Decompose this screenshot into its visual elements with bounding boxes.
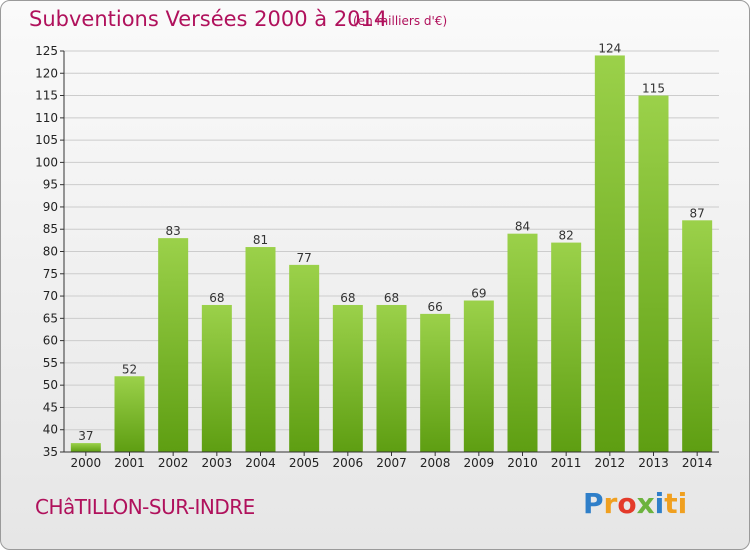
y-tick-label: 110 — [35, 111, 58, 125]
data-label: 68 — [209, 291, 224, 305]
data-label: 84 — [515, 220, 530, 234]
data-label: 68 — [340, 291, 355, 305]
bar — [551, 242, 582, 452]
data-label: 69 — [471, 287, 486, 301]
bar — [463, 300, 494, 452]
x-tick-label: 2008 — [420, 456, 451, 470]
data-label: 68 — [384, 291, 399, 305]
y-tick-label: 115 — [35, 89, 58, 103]
bar — [289, 264, 320, 452]
x-tick-label: 2005 — [289, 456, 320, 470]
y-tick-label: 105 — [35, 133, 58, 147]
data-label: 77 — [297, 251, 312, 265]
x-tick-label: 2004 — [245, 456, 276, 470]
bar — [420, 313, 451, 452]
data-label: 52 — [122, 362, 137, 376]
data-label: 66 — [428, 300, 443, 314]
y-tick-label: 95 — [43, 178, 58, 192]
chart-subtitle: (en milliers d'€) — [353, 14, 448, 28]
bars: 37 52 83 68 81 77 68 68 66 69 84 82 124 115 87 — [70, 41, 713, 453]
data-label: 83 — [166, 224, 181, 238]
y-tick-label: 65 — [43, 311, 58, 325]
axes: 35 40 45 50 55 60 65 70 75 80 85 90 95 100 105 110 115 12… — [35, 44, 719, 470]
bar — [70, 443, 101, 452]
data-label: 115 — [642, 82, 665, 96]
y-tick-label: 120 — [35, 66, 58, 80]
y-tick-label: 100 — [35, 155, 58, 169]
logo-letter: r — [603, 487, 618, 520]
bar — [507, 233, 538, 452]
x-tick-label: 2010 — [507, 456, 538, 470]
bar — [594, 55, 625, 452]
bar — [682, 220, 713, 452]
x-tick-label: 2013 — [638, 456, 669, 470]
x-tick-label: 2001 — [114, 456, 145, 470]
bar — [245, 247, 276, 452]
bar — [114, 376, 145, 452]
bar — [201, 304, 232, 452]
data-label: 81 — [253, 233, 268, 247]
x-tick-label: 2009 — [464, 456, 495, 470]
y-tick-label: 60 — [43, 334, 58, 348]
x-tick-label: 2006 — [333, 456, 364, 470]
bar — [376, 304, 407, 452]
logo-letter: o — [617, 487, 637, 520]
x-tick-label: 2012 — [595, 456, 626, 470]
chart-title: Subventions Versées 2000 à 2014 — [29, 7, 388, 31]
data-label: 82 — [559, 229, 574, 243]
y-tick-label: 85 — [43, 222, 58, 236]
bar — [332, 304, 363, 452]
y-tick-label: 80 — [43, 245, 58, 259]
proxiti-logo: Proxiti — [583, 487, 687, 520]
data-label: 37 — [78, 429, 93, 443]
x-tick-label: 2002 — [158, 456, 189, 470]
logo-letter: x — [636, 487, 655, 520]
location-label: CHâTILLON-SUR-INDRE — [35, 495, 255, 519]
logo-letter: i — [654, 487, 665, 520]
y-tick-label: 40 — [43, 423, 58, 437]
y-tick-label: 50 — [43, 378, 58, 392]
logo-letter: ti — [664, 487, 688, 520]
y-tick-label: 75 — [43, 267, 58, 281]
bar — [638, 95, 669, 453]
x-tick-label: 2003 — [202, 456, 233, 470]
data-label: 124 — [598, 41, 621, 55]
x-tick-label: 2014 — [682, 456, 713, 470]
y-tick-label: 90 — [43, 200, 58, 214]
bar — [158, 238, 189, 452]
x-tick-label: 2000 — [71, 456, 102, 470]
data-label: 87 — [690, 206, 705, 220]
logo-letter: P — [583, 487, 604, 520]
y-tick-label: 45 — [43, 400, 58, 414]
x-tick-label: 2007 — [376, 456, 407, 470]
y-tick-label: 70 — [43, 289, 58, 303]
x-tick-label: 2011 — [551, 456, 582, 470]
y-tick-label: 125 — [35, 44, 58, 58]
y-tick-label: 55 — [43, 356, 58, 370]
y-tick-label: 35 — [43, 445, 58, 459]
